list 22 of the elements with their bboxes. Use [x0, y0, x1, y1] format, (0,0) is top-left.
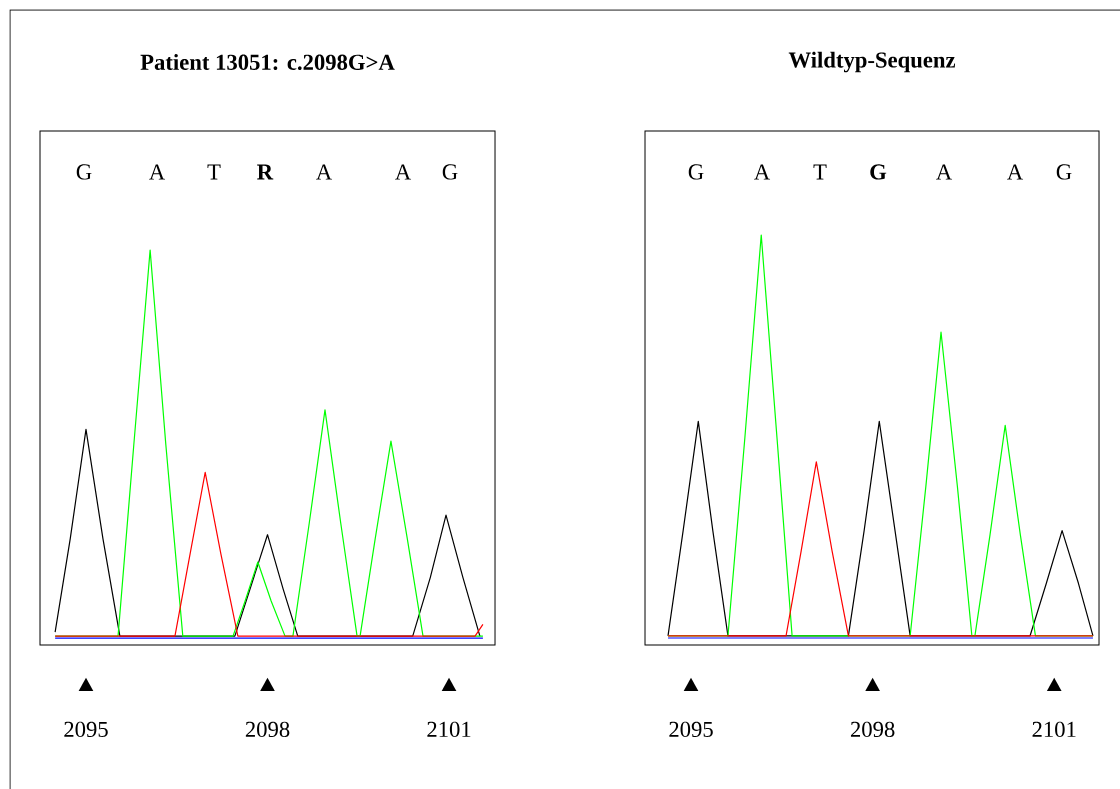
x-tick-label: 2101	[1032, 721, 1076, 738]
text: A	[1007, 164, 1024, 180]
chart-title: Wildtyp-Sequenz	[788, 51, 956, 73]
text: A	[149, 164, 166, 180]
x-tick-label: 2101	[427, 721, 471, 738]
x-tick-label: 2095	[64, 721, 108, 738]
text: G	[870, 164, 887, 180]
x-tick-label: 2098	[245, 721, 290, 738]
text: T	[207, 164, 221, 180]
x-tick-label: 2098	[850, 721, 895, 738]
text: G	[1056, 164, 1072, 180]
text: G	[688, 164, 704, 180]
x-tick-label: 2095	[669, 721, 713, 738]
chart-title: Patient 13051: c.2098G>A	[140, 53, 395, 71]
text: G	[442, 164, 458, 180]
text: A	[316, 164, 333, 180]
text: A	[754, 164, 771, 180]
text: G	[76, 164, 92, 180]
text: A	[395, 164, 412, 180]
text: A	[936, 164, 953, 180]
text: T	[813, 164, 827, 180]
text: R	[257, 164, 274, 180]
